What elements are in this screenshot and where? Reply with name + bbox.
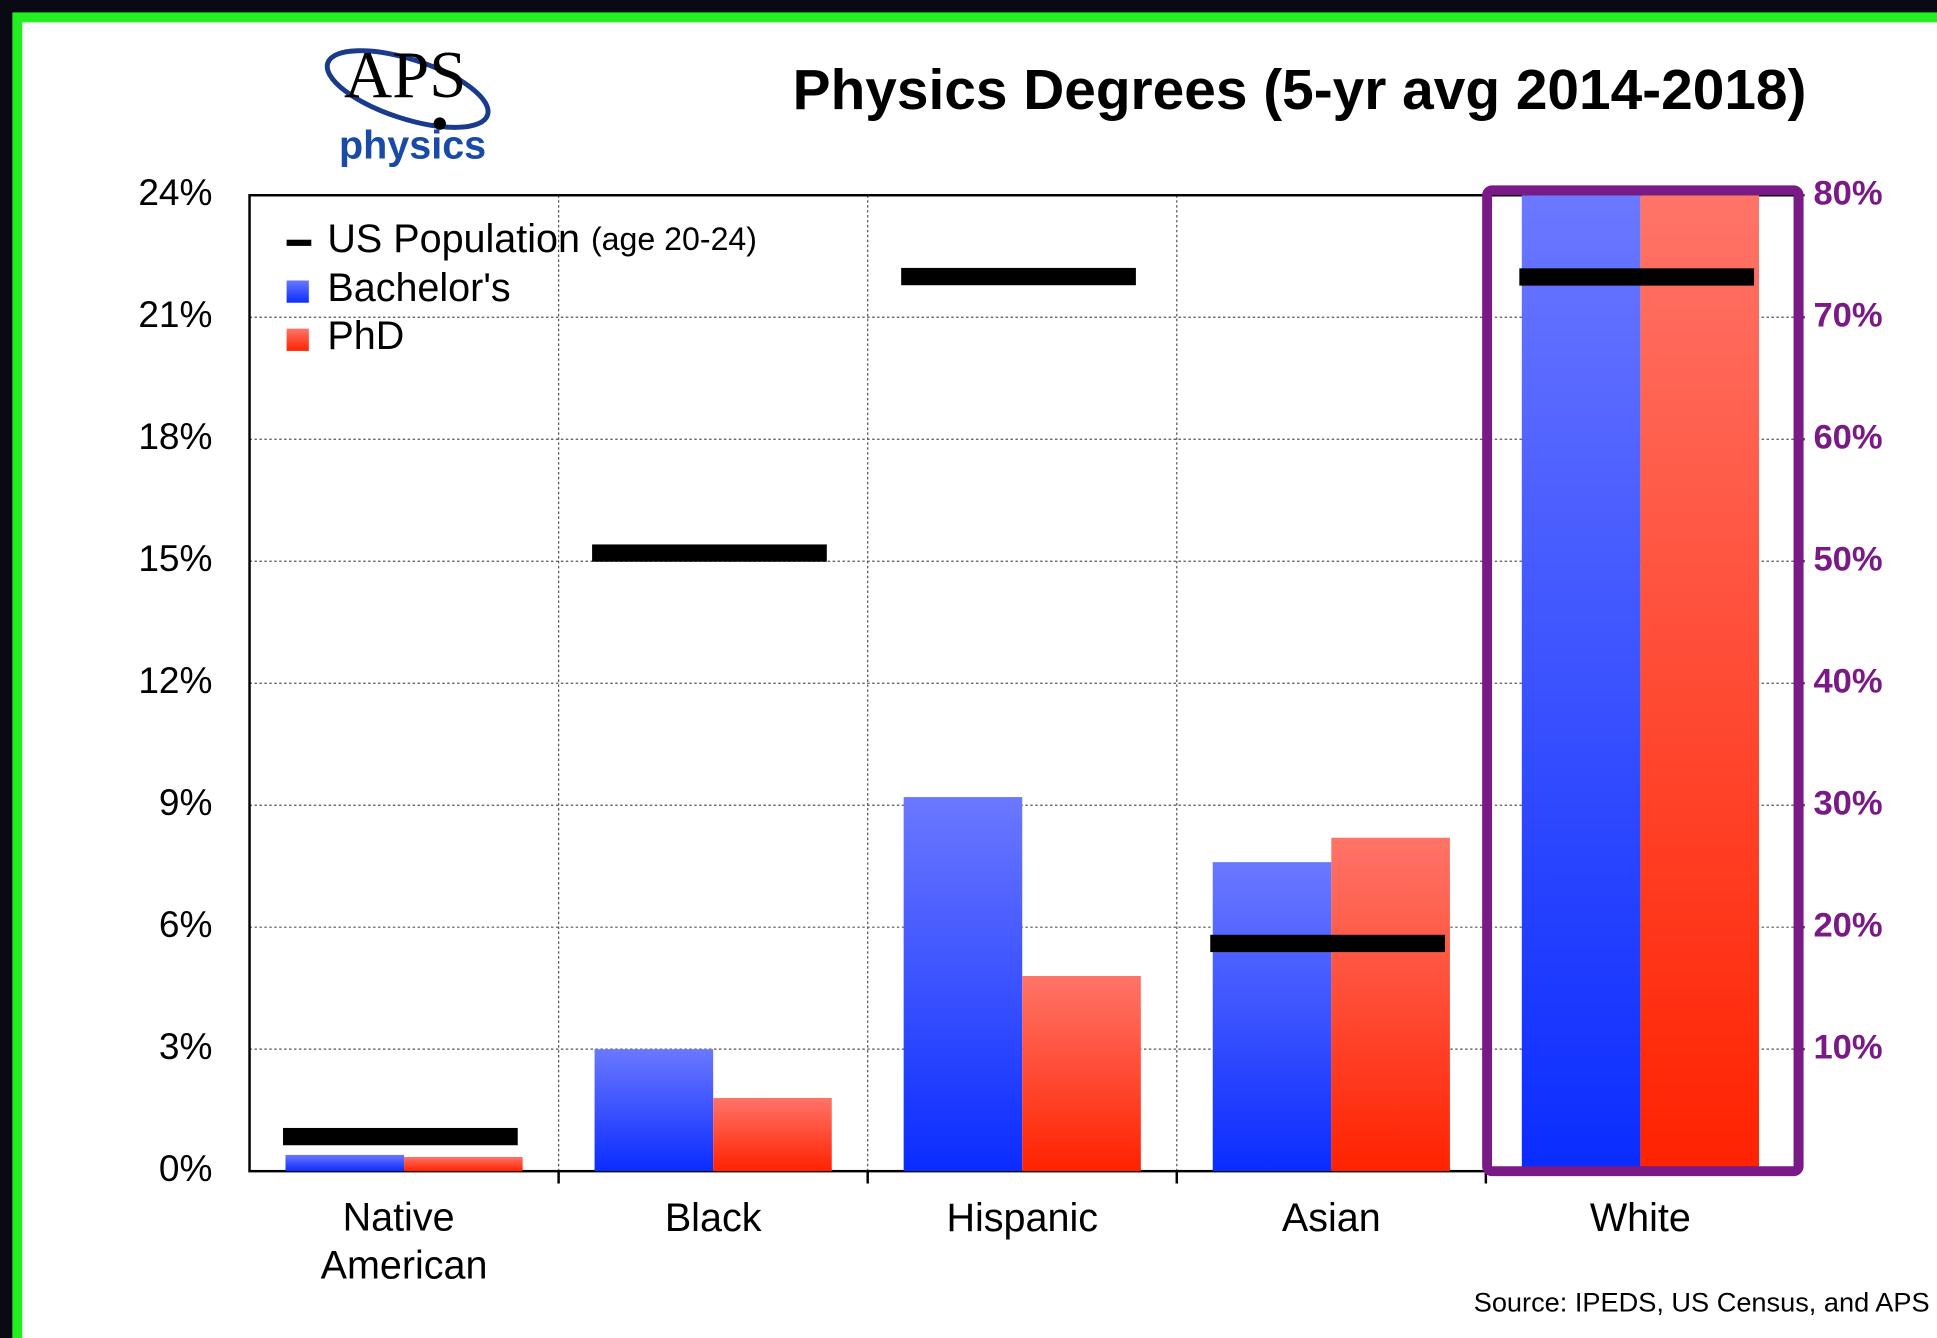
y-tick-label: 3% <box>159 1025 213 1067</box>
population-marker <box>283 1127 518 1146</box>
y-tick-label: 9% <box>159 781 213 823</box>
bar <box>285 1154 405 1172</box>
x-tick-label: White <box>1590 1196 1691 1240</box>
source-note: Source: IPEDS, US Census, and APS <box>1474 1287 1930 1318</box>
x-tick-label: Hispanic <box>946 1196 1098 1240</box>
y2-highlight-box <box>1482 185 1804 1177</box>
population-marker <box>901 267 1136 286</box>
legend-label: US Population (age 20-24) <box>327 218 757 262</box>
y2-tick-label: 10% <box>1813 1028 1882 1066</box>
logo: APS physics <box>324 39 491 168</box>
bar <box>1022 975 1141 1172</box>
bar <box>1521 195 1641 1172</box>
legend-swatch <box>286 280 309 303</box>
y-tick-label: 21% <box>138 293 212 335</box>
bar <box>713 1097 832 1172</box>
bar <box>404 1156 523 1172</box>
y2-tick-label: 50% <box>1813 540 1882 578</box>
legend-label: Bachelor's <box>327 266 510 310</box>
population-marker <box>1210 934 1445 953</box>
logo-dot <box>433 117 446 130</box>
y2-tick-label: 30% <box>1813 784 1882 822</box>
logo-orbit <box>324 48 491 130</box>
y2-tick-label: 20% <box>1813 906 1882 944</box>
bar <box>903 797 1023 1172</box>
legend-swatch <box>286 328 309 351</box>
y-tick-label: 6% <box>159 903 213 945</box>
chart-title: Physics Degrees (5-yr avg 2014-2018) <box>793 59 1807 122</box>
y-tick-label: 24% <box>138 171 212 213</box>
bar <box>1640 195 1759 1172</box>
y2-tick-label: 80% <box>1813 174 1882 212</box>
y-tick-label: 15% <box>138 537 212 579</box>
y-tick-label: 18% <box>138 415 212 457</box>
logo-mark: APS <box>344 39 466 112</box>
y-tick-label: 0% <box>159 1147 213 1189</box>
legend-swatch <box>286 239 312 246</box>
bar <box>1212 862 1332 1172</box>
x-tick-label: Asian <box>1282 1196 1381 1240</box>
population-marker <box>1519 268 1755 286</box>
logo-word: physics <box>339 124 486 168</box>
bar <box>594 1049 714 1172</box>
y2-tick-label: 70% <box>1813 296 1882 334</box>
x-tick-label: Black <box>665 1196 762 1240</box>
bar <box>1331 837 1450 1172</box>
y-tick-label: 12% <box>138 659 212 701</box>
y2-tick-label: 60% <box>1813 418 1882 456</box>
x-tick-label: Native American <box>321 1196 488 1288</box>
legend-label: PhD <box>327 314 404 358</box>
y2-tick-label: 40% <box>1813 662 1882 700</box>
population-marker <box>592 544 827 562</box>
